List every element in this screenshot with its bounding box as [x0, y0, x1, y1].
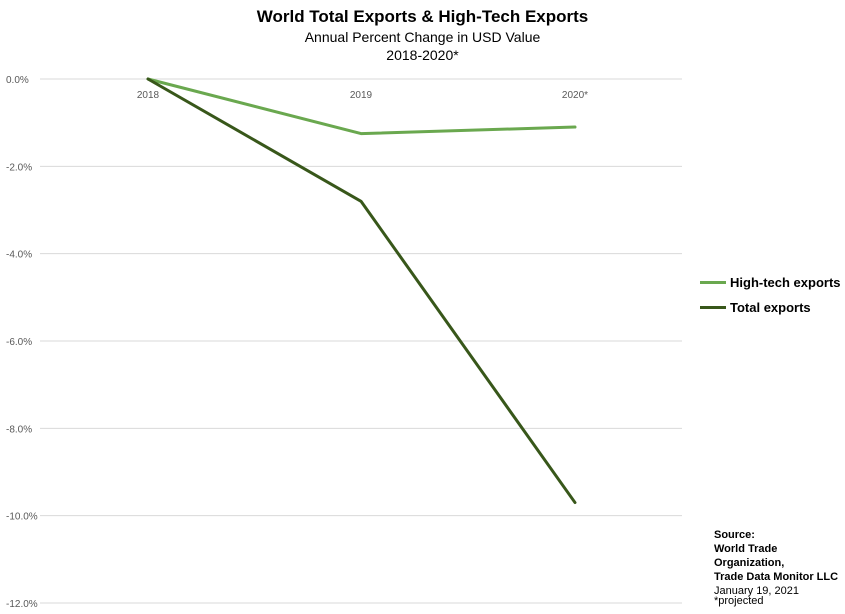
x-tick-label: 2018	[137, 90, 160, 101]
y-tick-label: -2.0%	[6, 162, 32, 173]
legend-swatch-high-tech	[700, 281, 726, 284]
legend-label-high-tech: High-tech exports	[730, 275, 841, 290]
legend-swatch-total	[700, 306, 726, 309]
chart-title: World Total Exports & High-Tech Exports	[256, 7, 589, 26]
footnote: *projected	[714, 595, 764, 607]
source-heading: Source:	[714, 529, 755, 541]
legend-item-total: Total exports	[700, 295, 841, 320]
chart-subtitle: Annual Percent Change in USD Value	[304, 29, 541, 45]
chart-header: World Total Exports & High-Tech Exports …	[0, 6, 845, 64]
source-note: Source: World Trade Organization, Trade …	[714, 528, 845, 598]
y-tick-label: 0.0%	[6, 75, 29, 86]
y-tick-label: -12.0%	[6, 599, 38, 610]
legend-label-total: Total exports	[730, 300, 811, 315]
y-tick-label: -4.0%	[6, 250, 32, 261]
y-tick-label: -8.0%	[6, 424, 32, 435]
x-tick-label: 2020*	[562, 90, 588, 101]
series-line-total	[146, 77, 577, 505]
source-line-1: World Trade Organization,	[714, 543, 785, 569]
y-tick-label: -6.0%	[6, 337, 32, 348]
y-tick-label: -10.0%	[6, 512, 38, 523]
series-line-high-tech	[146, 77, 577, 136]
source-line-2: Trade Data Monitor LLC	[714, 571, 839, 583]
chart-legend: High-tech exports Total exports	[700, 270, 841, 320]
chart-period: 2018-2020*	[386, 47, 459, 63]
source-date: January 19, 2021	[714, 585, 800, 597]
x-tick-label: 2019	[350, 90, 373, 101]
legend-item-high-tech: High-tech exports	[700, 270, 841, 295]
